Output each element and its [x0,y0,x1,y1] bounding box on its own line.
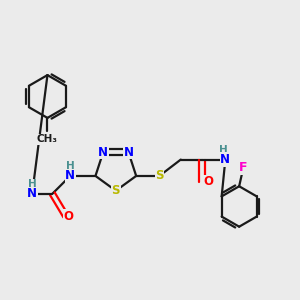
Text: O: O [64,210,74,223]
Text: H: H [28,179,37,189]
Text: S: S [112,184,120,197]
Text: H: H [220,145,228,155]
Text: O: O [204,176,214,188]
Text: N: N [123,146,134,158]
Text: N: N [220,153,230,166]
Text: N: N [98,146,108,158]
Text: F: F [238,161,247,174]
Text: N: N [27,187,37,200]
Text: CH₃: CH₃ [37,134,58,144]
Text: N: N [65,169,75,182]
Text: S: S [155,169,164,182]
Text: H: H [66,161,75,171]
